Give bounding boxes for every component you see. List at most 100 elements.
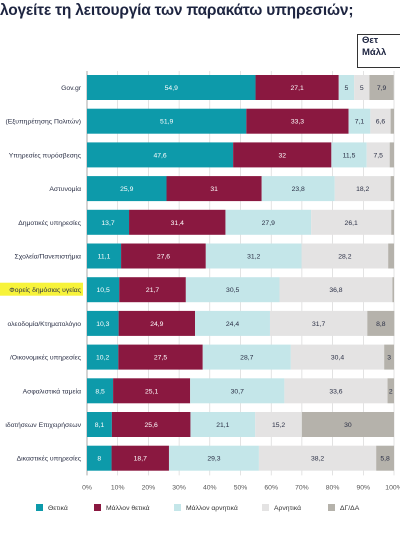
bar-segment <box>388 243 394 269</box>
bar-segment <box>233 142 332 168</box>
value-label: 2 <box>389 388 393 395</box>
value-label: 51,9 <box>160 119 173 126</box>
value-label: 29,3 <box>207 456 220 463</box>
value-label: 8,8 <box>376 321 386 328</box>
x-tick-label: 50% <box>234 484 248 491</box>
bar-segment <box>118 310 196 336</box>
value-label: 25,9 <box>120 186 133 193</box>
bar-segment <box>111 412 191 437</box>
legend-swatch <box>174 504 181 511</box>
bar-segment <box>166 176 262 202</box>
bar-segment <box>87 378 114 404</box>
value-label: 7,1 <box>355 119 365 126</box>
bar-segment <box>121 243 206 269</box>
category-labels: Gov.gr (Εξυπηρέτησης Πολιτών) Υπηρεσίες πυ… <box>5 85 81 463</box>
legend-label: Θετικά <box>48 504 68 512</box>
bar-segment <box>366 142 390 168</box>
legend: Θετικά Μάλλον θετικά Μάλλον αρνητικά Αρνητι… <box>36 504 360 512</box>
bar-segment <box>87 108 247 134</box>
value-label: 21,7 <box>146 287 159 294</box>
bar-segment <box>87 243 122 269</box>
value-label: 27,5 <box>154 355 167 362</box>
bar-segment <box>348 108 371 134</box>
x-tick-label: 30% <box>172 484 186 491</box>
bar-segment <box>389 142 394 168</box>
category-label: Ασφαλιστικά ταμεία <box>23 387 81 395</box>
value-label: 11,5 <box>343 152 356 159</box>
bar-segment <box>255 412 302 437</box>
value-label: 31 <box>210 186 218 193</box>
bar-segment <box>87 277 120 303</box>
value-label: 26,1 <box>345 220 358 227</box>
value-label: 21,1 <box>216 422 229 429</box>
bar-segment <box>290 344 385 370</box>
value-label: 18,2 <box>356 186 369 193</box>
category-label: /Οικονομικές υπηρεσίες <box>10 354 82 362</box>
value-label: 13,7 <box>101 220 114 227</box>
bar-segment <box>87 344 119 370</box>
category-label: Αστυνομία <box>49 185 81 193</box>
value-label: 30,7 <box>231 388 244 395</box>
value-label: 31,7 <box>312 321 325 328</box>
legend-box-line1: Θετ <box>362 35 379 46</box>
x-tick-label: 80% <box>326 484 340 491</box>
value-label: 10,3 <box>96 321 109 328</box>
x-tick-label: 0% <box>82 484 92 491</box>
value-label: 28,7 <box>240 355 253 362</box>
category-highlight <box>0 282 83 296</box>
bar-segment <box>334 176 391 202</box>
bar-segment <box>225 209 312 235</box>
bar-segment <box>113 378 191 404</box>
value-label: 24,4 <box>226 321 239 328</box>
value-label: 3 <box>387 355 391 362</box>
value-label: 10,2 <box>96 355 109 362</box>
legend-label: Μάλλον θετικά <box>106 504 150 512</box>
x-axis-ticks: 0% 10% 20% 30% 40% 50% 60% 70% 80% 90% 100% <box>82 484 400 491</box>
value-label: 15,2 <box>272 422 285 429</box>
bar-segment <box>354 75 370 100</box>
bar-segment <box>195 310 270 336</box>
category-label: Φορείς δημόσιας υγείας <box>9 286 81 294</box>
bar-segment <box>338 75 355 100</box>
bar-segment <box>390 108 394 134</box>
x-tick-label: 90% <box>356 484 370 491</box>
bar-segment <box>87 176 167 202</box>
x-tick-label: 10% <box>111 484 125 491</box>
value-label: 30,4 <box>331 355 344 362</box>
value-label: 25,1 <box>145 388 158 395</box>
category-label: Υπηρεσίες πυρόσβεσης <box>9 151 82 159</box>
value-label: 36,8 <box>329 287 342 294</box>
x-tick-label: 20% <box>142 484 156 491</box>
value-label: 7,9 <box>377 85 387 92</box>
bar-segment <box>391 209 394 235</box>
grid-lines <box>86 71 395 476</box>
bar-segment <box>202 344 291 370</box>
value-label: 47,6 <box>153 152 166 159</box>
value-label: 28,2 <box>338 254 351 261</box>
bar-segment <box>185 277 280 303</box>
legend-label: Αρνητικά <box>274 504 301 512</box>
value-label: 8 <box>97 456 101 463</box>
bar-segment <box>205 243 302 269</box>
value-label: 5,8 <box>380 456 390 463</box>
category-label: Gov.gr <box>61 85 82 92</box>
value-label: 27,1 <box>291 85 304 92</box>
highlight-marker <box>0 282 83 296</box>
value-label: 54,9 <box>165 85 178 92</box>
value-label: 5 <box>360 85 364 92</box>
bars: 54,9 27,1 5 5 7,951,9 33,3 7,1 6,647,6 32 11,5 7,5… <box>87 75 395 471</box>
bar-segment <box>87 209 130 235</box>
value-label: 11,1 <box>98 254 111 261</box>
value-label: 31,4 <box>171 220 184 227</box>
value-label: 33,6 <box>329 388 342 395</box>
value-label: 31,2 <box>247 254 260 261</box>
bar-segment <box>87 412 112 437</box>
bar-segment <box>284 378 388 404</box>
bar-segment <box>387 378 394 404</box>
value-label: 6,6 <box>376 119 386 126</box>
value-label: 5 <box>345 85 349 92</box>
category-label: (Εξυπηρέτησης Πολιτών) <box>5 118 81 126</box>
value-label: 7,5 <box>373 152 383 159</box>
value-label: 27,9 <box>262 220 275 227</box>
